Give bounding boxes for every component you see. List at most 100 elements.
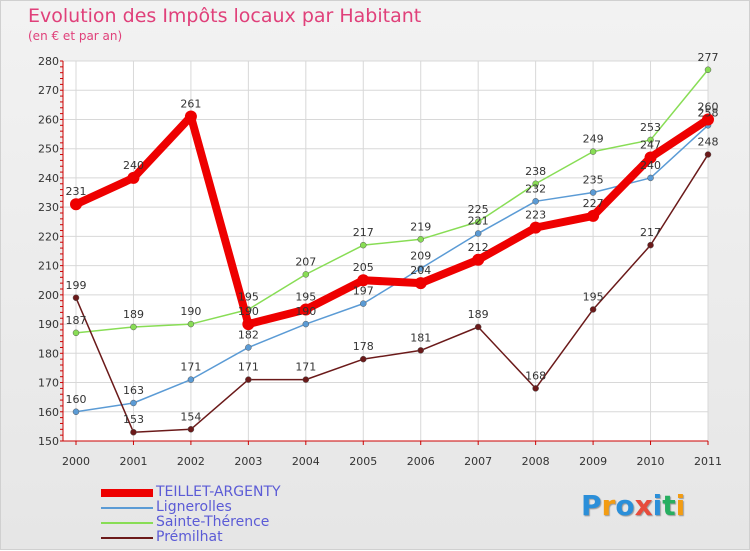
data-label: 240 — [123, 159, 144, 172]
data-point — [130, 399, 137, 407]
data-point — [360, 241, 367, 249]
y-tick-label: 190 — [38, 318, 59, 331]
y-tick-label: 240 — [38, 172, 59, 185]
data-point — [647, 241, 654, 249]
data-label: 221 — [468, 214, 489, 227]
x-tick-label: 2000 — [62, 455, 90, 468]
data-point — [302, 271, 310, 278]
data-label: 171 — [238, 361, 259, 374]
data-point — [127, 171, 140, 184]
data-point — [474, 323, 482, 331]
data-label: 195 — [295, 290, 316, 303]
data-point — [417, 265, 424, 272]
data-point — [72, 408, 80, 416]
legend: TEILLET-ARGENTY Lignerolles Sainte-Thére… — [101, 485, 281, 545]
x-tick-label: 2008 — [522, 455, 550, 468]
data-point — [647, 136, 654, 144]
data-label: 261 — [180, 98, 201, 111]
data-point — [472, 253, 485, 266]
data-point — [299, 303, 312, 316]
data-label: 190 — [180, 305, 201, 318]
data-point — [184, 110, 197, 123]
data-point — [529, 221, 542, 234]
data-label: 204 — [410, 264, 431, 277]
data-label: 277 — [698, 51, 719, 64]
data-label: 253 — [640, 121, 661, 134]
data-label: 195 — [583, 290, 604, 303]
legend-item-premilhat: Prémilhat — [101, 530, 281, 545]
data-point — [302, 320, 310, 328]
data-label: 197 — [353, 285, 374, 298]
y-tick-label: 280 — [38, 55, 59, 68]
data-point — [702, 113, 714, 126]
brand-letter: i — [652, 489, 663, 522]
data-point — [130, 323, 137, 331]
data-label: 171 — [180, 361, 201, 374]
data-point — [187, 426, 195, 433]
data-label: 163 — [123, 384, 144, 397]
legend-swatch-premilhat — [101, 536, 153, 539]
data-point — [72, 329, 80, 337]
proxiti-logo: Proxiti — [581, 489, 685, 522]
data-label: 232 — [525, 182, 546, 195]
y-tick-label: 170 — [38, 377, 59, 390]
data-point — [360, 355, 367, 363]
data-label: 219 — [410, 220, 431, 233]
data-point — [704, 66, 712, 74]
data-point — [474, 230, 482, 237]
data-point — [414, 277, 427, 290]
y-tick-label: 230 — [38, 201, 59, 214]
legend-label: TEILLET-ARGENTY — [156, 484, 281, 500]
data-point — [704, 151, 712, 158]
data-label: 240 — [640, 159, 661, 172]
data-point — [532, 385, 539, 392]
data-point — [474, 218, 482, 226]
data-label: 189 — [468, 308, 489, 321]
data-point — [245, 344, 252, 351]
data-label: 260 — [698, 100, 719, 113]
x-tick-label: 2003 — [234, 455, 262, 468]
data-label: 171 — [295, 361, 316, 374]
y-tick-label: 150 — [38, 435, 59, 448]
data-point — [532, 198, 539, 205]
brand-letter: o — [615, 489, 635, 522]
data-point — [187, 320, 195, 328]
data-label: 153 — [123, 413, 144, 426]
data-point — [357, 274, 370, 287]
data-label: 178 — [353, 340, 374, 353]
x-tick-label: 2004 — [292, 455, 320, 468]
chart-title: Evolution des Impôts locaux par Habitant — [28, 5, 422, 27]
x-tick-label: 2002 — [177, 455, 205, 468]
x-tick-label: 2001 — [119, 455, 147, 468]
data-point — [130, 428, 137, 436]
data-label: 189 — [123, 308, 144, 321]
x-tick-label: 2009 — [579, 455, 607, 468]
data-label: 247 — [640, 138, 661, 151]
data-label: 225 — [468, 203, 489, 216]
data-point — [360, 300, 367, 307]
legend-swatch-lignerolles — [101, 506, 153, 509]
series-line-pr-milhat — [75, 153, 709, 433]
data-point — [417, 236, 424, 243]
x-tick-label: 2006 — [407, 455, 435, 468]
data-label: 238 — [525, 165, 546, 178]
data-point — [242, 318, 255, 331]
data-label: 160 — [66, 393, 87, 406]
data-point — [417, 347, 424, 354]
data-label: 217 — [640, 226, 661, 239]
x-tick-label: 2005 — [349, 455, 377, 468]
legend-item-sainte-therence: Sainte-Thérence — [101, 515, 281, 530]
y-tick-label: 270 — [38, 84, 59, 97]
data-label: 227 — [583, 197, 604, 210]
chart-subtitle: (en € et par an) — [28, 29, 123, 43]
data-label: 207 — [295, 255, 316, 268]
series-line-sainte-th-rence — [75, 69, 709, 334]
legend-swatch-teillet-argenty — [101, 488, 153, 497]
series-line-teillet-argenty — [72, 112, 712, 329]
legend-label: Sainte-Thérence — [156, 514, 270, 530]
data-point — [72, 294, 80, 302]
data-label: 187 — [66, 314, 87, 327]
data-point — [589, 306, 597, 313]
legend-item-teillet-argenty: TEILLET-ARGENTY — [101, 485, 281, 500]
